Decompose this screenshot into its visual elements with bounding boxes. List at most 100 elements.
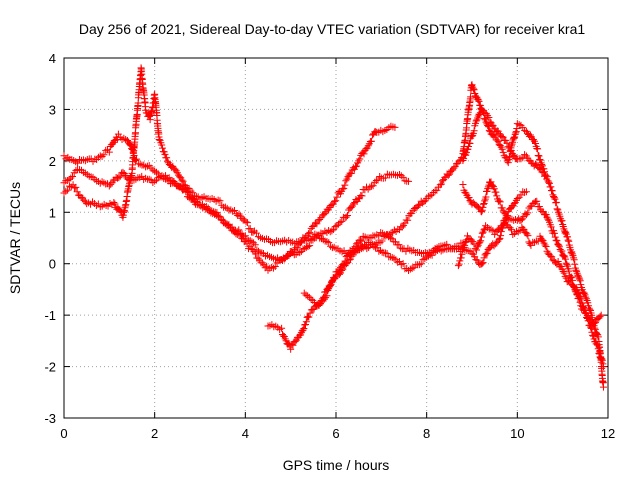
data-point bbox=[367, 182, 375, 190]
data-point bbox=[330, 275, 338, 283]
data-point bbox=[465, 194, 473, 202]
data-point bbox=[333, 222, 341, 230]
data-point bbox=[564, 236, 572, 244]
data-point bbox=[108, 140, 116, 148]
data-point bbox=[332, 197, 340, 205]
data-point bbox=[73, 188, 81, 196]
data-point bbox=[473, 246, 481, 254]
data-point bbox=[305, 293, 313, 301]
data-point bbox=[223, 204, 231, 212]
data-point bbox=[568, 250, 576, 258]
data-point bbox=[342, 213, 350, 221]
data-point bbox=[307, 295, 315, 303]
data-point bbox=[461, 150, 469, 158]
data-point bbox=[423, 253, 431, 261]
series-track-d bbox=[264, 188, 530, 353]
data-point bbox=[123, 136, 131, 144]
data-point bbox=[339, 185, 347, 193]
data-point bbox=[258, 249, 266, 257]
data-point bbox=[70, 184, 78, 192]
data-point bbox=[444, 171, 452, 179]
data-point bbox=[462, 151, 470, 159]
data-point bbox=[376, 173, 384, 181]
data-point bbox=[64, 186, 72, 194]
data-point bbox=[372, 177, 380, 185]
data-point bbox=[559, 268, 567, 276]
y-tick-label: 3 bbox=[49, 102, 56, 117]
data-point bbox=[561, 272, 569, 280]
data-point bbox=[154, 174, 162, 182]
data-point bbox=[284, 252, 292, 260]
data-point bbox=[98, 178, 106, 186]
data-point bbox=[510, 134, 518, 142]
x-tick-label: 4 bbox=[242, 426, 249, 441]
data-point bbox=[536, 155, 544, 163]
data-point bbox=[98, 153, 106, 161]
data-point bbox=[506, 148, 514, 156]
data-point bbox=[555, 242, 563, 250]
grid bbox=[64, 58, 608, 418]
data-point bbox=[587, 324, 595, 332]
x-tick-label: 12 bbox=[601, 426, 615, 441]
data-point bbox=[268, 263, 276, 271]
data-point bbox=[592, 319, 600, 327]
data-point bbox=[512, 227, 520, 235]
data-point bbox=[498, 145, 506, 153]
data-point bbox=[100, 151, 108, 159]
data-point bbox=[399, 260, 407, 268]
data-point bbox=[533, 197, 541, 205]
data-point bbox=[455, 260, 463, 268]
data-point bbox=[345, 256, 353, 264]
data-point bbox=[96, 152, 104, 160]
data-point bbox=[395, 241, 403, 249]
data-point bbox=[397, 261, 405, 269]
data-point bbox=[496, 141, 504, 149]
data-point bbox=[483, 249, 491, 257]
data-point bbox=[401, 177, 409, 185]
x-tick-label: 2 bbox=[151, 426, 158, 441]
data-point bbox=[505, 153, 513, 161]
y-axis-label: SDTVAR / TECUs bbox=[7, 182, 23, 294]
data-point bbox=[584, 299, 592, 307]
data-point bbox=[373, 244, 381, 252]
y-tick-label: 1 bbox=[49, 205, 56, 220]
data-point bbox=[390, 254, 398, 262]
data-point bbox=[523, 230, 531, 238]
data-point bbox=[173, 182, 181, 190]
data-point bbox=[576, 275, 584, 283]
data-point bbox=[387, 229, 395, 237]
data-point bbox=[450, 164, 458, 172]
data-point bbox=[395, 257, 403, 265]
data-point bbox=[478, 105, 486, 113]
data-point bbox=[594, 341, 602, 349]
data-point bbox=[482, 118, 490, 126]
data-point bbox=[223, 221, 231, 229]
data-point bbox=[67, 174, 75, 182]
data-point bbox=[595, 349, 603, 357]
data-point bbox=[462, 148, 470, 156]
data-point bbox=[496, 198, 504, 206]
y-tick-label: 2 bbox=[49, 154, 56, 169]
data-point bbox=[180, 181, 188, 189]
data-point bbox=[571, 260, 579, 268]
data-point bbox=[369, 182, 377, 190]
data-point bbox=[339, 265, 347, 273]
data-point bbox=[508, 226, 516, 234]
data-point bbox=[535, 203, 543, 211]
data-point bbox=[408, 264, 416, 272]
data-point bbox=[493, 192, 501, 200]
data-point bbox=[545, 178, 553, 186]
data-point bbox=[598, 356, 606, 364]
data-point bbox=[513, 120, 521, 128]
data-point bbox=[242, 218, 250, 226]
data-point bbox=[415, 261, 423, 269]
data-point bbox=[65, 182, 73, 190]
data-point bbox=[210, 208, 218, 216]
data-point bbox=[467, 93, 475, 101]
data-point bbox=[328, 227, 336, 235]
data-point bbox=[155, 135, 163, 143]
data-point bbox=[436, 181, 444, 189]
data-point bbox=[540, 165, 548, 173]
data-point bbox=[465, 142, 473, 150]
data-point bbox=[142, 174, 150, 182]
